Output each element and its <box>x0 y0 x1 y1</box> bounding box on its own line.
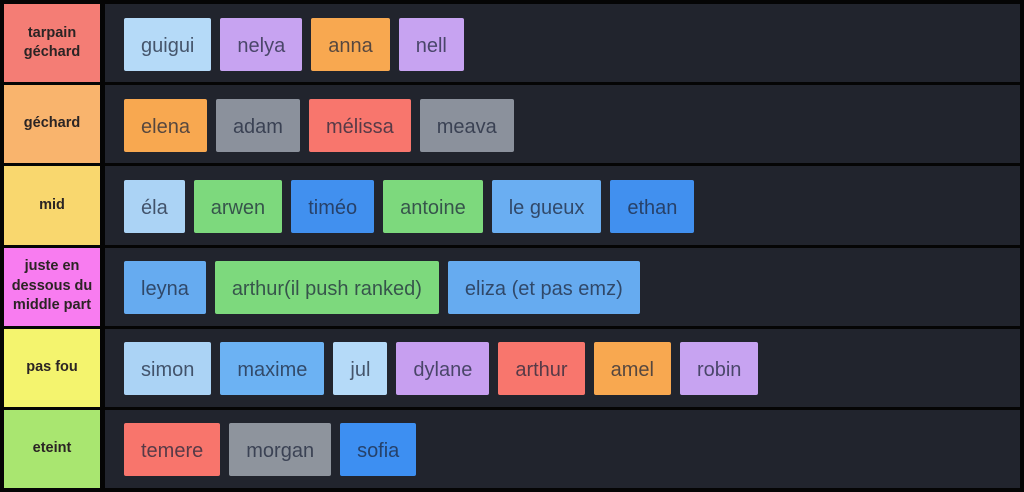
tier-item[interactable]: sofia <box>340 423 417 477</box>
tier-item[interactable]: nell <box>398 17 464 71</box>
tier-label: géchard <box>4 85 100 164</box>
tier-item[interactable]: elena <box>124 98 207 152</box>
tier-item[interactable]: arthur(il push ranked) <box>214 261 439 315</box>
tier-label: mid <box>4 166 100 245</box>
tier-row-mid: mid éla arwen timéo antoine le gueux eth… <box>4 166 1020 245</box>
tier-item[interactable]: arthur <box>498 342 585 396</box>
tier-item[interactable]: adam <box>215 98 300 152</box>
tier-item[interactable]: dylane <box>396 342 490 396</box>
tier-item[interactable]: mélissa <box>308 98 411 152</box>
tier-label: eteint <box>4 409 100 489</box>
tier-row-tarpain-gechard: tarpain géchard guigui nelya anna nell <box>4 4 1020 83</box>
tier-item[interactable]: nelya <box>220 17 303 71</box>
tier-item[interactable]: eliza (et pas emz) <box>447 261 640 315</box>
tier-item[interactable]: temere <box>124 423 221 477</box>
tier-row-gechard: géchard elena adam mélissa meava <box>4 85 1020 164</box>
tier-item[interactable]: simon <box>124 342 212 396</box>
tier-item[interactable]: guigui <box>124 17 212 71</box>
tier-items: leyna arthur(il push ranked) eliza (et p… <box>105 247 1020 326</box>
tier-label: tarpain géchard <box>4 4 100 83</box>
tier-label: pas fou <box>4 328 100 407</box>
tier-item[interactable]: maxime <box>220 342 325 396</box>
tier-item[interactable]: jul <box>333 342 388 396</box>
tier-items: guigui nelya anna nell <box>105 4 1020 83</box>
tier-item[interactable]: arwen <box>193 179 283 233</box>
tier-item[interactable]: amel <box>593 342 671 396</box>
tier-row-juste-en-dessous: juste en dessous du middle part leyna ar… <box>4 247 1020 326</box>
tier-item[interactable]: timéo <box>291 179 375 233</box>
tier-item[interactable]: éla <box>124 179 185 233</box>
tier-item[interactable]: antoine <box>383 179 483 233</box>
tier-row-pas-fou: pas fou simon maxime jul dylane arthur a… <box>4 328 1020 407</box>
tier-items: temere morgan sofia <box>105 409 1020 489</box>
tier-row-eteint: eteint temere morgan sofia <box>4 409 1020 489</box>
tier-item[interactable]: leyna <box>124 261 206 315</box>
tier-items: éla arwen timéo antoine le gueux ethan <box>105 166 1020 245</box>
tier-items: elena adam mélissa meava <box>105 85 1020 164</box>
tier-item[interactable]: robin <box>679 342 759 396</box>
tier-item[interactable]: meava <box>419 98 514 152</box>
tier-items: simon maxime jul dylane arthur amel robi… <box>105 328 1020 407</box>
tier-item[interactable]: le gueux <box>491 179 602 233</box>
tier-label: juste en dessous du middle part <box>4 247 100 326</box>
tier-item[interactable]: ethan <box>610 179 695 233</box>
tier-item[interactable]: morgan <box>229 423 332 477</box>
tier-item[interactable]: anna <box>311 17 390 71</box>
